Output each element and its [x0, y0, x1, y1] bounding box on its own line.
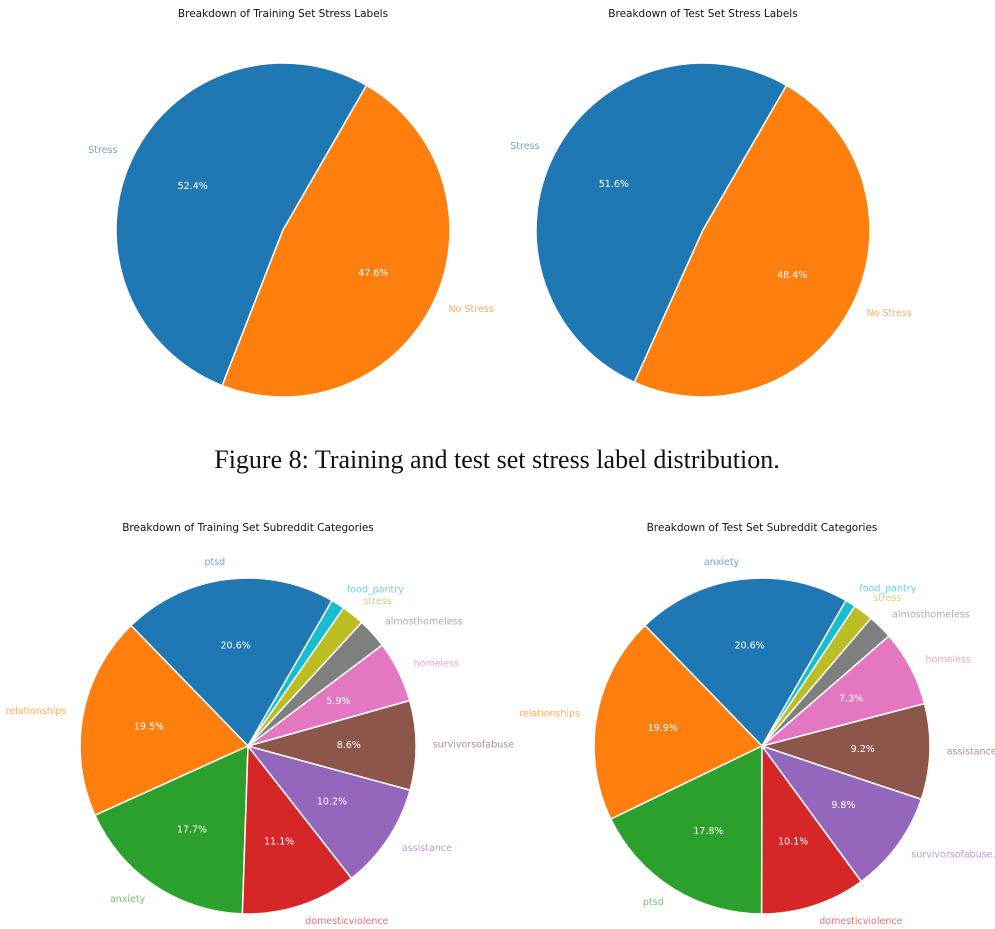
- slice-percent: 8.6%: [337, 740, 361, 751]
- pie-chart: Breakdown of Test Set Subreddit Categori…: [519, 522, 995, 927]
- pie-slice: [94, 745, 249, 915]
- slice-label: ptsd: [643, 897, 664, 908]
- slice-label: stress: [363, 596, 391, 607]
- chart-title: Breakdown of Test Set Stress Labels: [608, 8, 797, 20]
- figure-caption: Figure 8: Training and test set stress l…: [214, 445, 779, 474]
- pie-slice: [633, 84, 871, 398]
- slice-label: survivorsofabuse.: [911, 849, 995, 860]
- slice-label: assistance: [947, 747, 995, 758]
- slice-percent: 19.9%: [648, 723, 678, 734]
- slice-percent: 17.7%: [177, 824, 207, 835]
- slice-percent: 51.6%: [599, 179, 629, 190]
- slice-percent: 20.6%: [734, 640, 764, 651]
- slice-label: relationships: [6, 706, 67, 717]
- slice-percent: 5.9%: [326, 696, 350, 707]
- slice-percent: 11.1%: [264, 836, 294, 847]
- slice-label: No Stress: [449, 304, 494, 315]
- slice-percent: 7.3%: [839, 694, 863, 705]
- pie-chart: Breakdown of Training Set Subreddit Cate…: [6, 522, 515, 927]
- slice-percent: 9.8%: [831, 800, 855, 811]
- pie-slice: [761, 599, 856, 747]
- chart-title: Breakdown of Test Set Subreddit Categori…: [647, 522, 878, 534]
- slice-label: homeless: [414, 659, 459, 670]
- pie-slice: [247, 599, 345, 747]
- pie-slice: [760, 745, 863, 915]
- pie-slice: [247, 699, 417, 791]
- slice-percent: 10.1%: [778, 836, 808, 847]
- slice-percent: 19.5%: [134, 722, 164, 733]
- slice-percent: 47.6%: [358, 268, 388, 279]
- pie-slice: [761, 745, 923, 883]
- pie-chart: Breakdown of Test Set Stress Labels Stres…: [510, 8, 912, 398]
- slice-label: assistance: [402, 843, 452, 854]
- slice-percent: 52.4%: [178, 181, 208, 192]
- slice-percent: 48.4%: [777, 270, 807, 281]
- pie-slice: [644, 577, 847, 747]
- slice-label: domesticviolence: [305, 916, 388, 927]
- pie-slice: [130, 577, 333, 747]
- slice-label: Stress: [88, 145, 117, 156]
- chart-title: Breakdown of Training Set Subreddit Cate…: [122, 522, 374, 534]
- pie-slice: [241, 745, 353, 915]
- pie-slice: [221, 84, 451, 398]
- slice-label: survivorsofabuse: [433, 740, 514, 751]
- chart-title: Breakdown of Training Set Stress Labels: [178, 8, 388, 20]
- slice-label: food_pantry: [347, 584, 404, 595]
- slice-label: food_pantry: [859, 583, 916, 594]
- slice-label: anxiety: [110, 894, 146, 905]
- slice-label: domesticviolence: [819, 916, 902, 927]
- slice-label: ptsd: [204, 557, 225, 568]
- pie-slice: [79, 624, 249, 817]
- slice-percent: 10.2%: [317, 796, 347, 807]
- slice-label: relationships: [519, 708, 580, 719]
- pie-slice: [535, 62, 788, 384]
- pie-slice: [115, 62, 368, 387]
- slice-label: almosthomeless: [385, 616, 463, 627]
- pie-slice: [609, 745, 763, 915]
- slice-percent: 17.8%: [693, 826, 723, 837]
- slice-label: No Stress: [867, 308, 912, 319]
- slice-label: almosthomeless: [892, 609, 970, 620]
- pie-slice: [761, 702, 931, 801]
- slice-percent: 9.2%: [851, 744, 875, 755]
- slice-percent: 20.6%: [220, 640, 250, 651]
- slice-label: anxiety: [704, 557, 740, 568]
- slice-label: stress: [873, 593, 901, 604]
- slice-label: Stress: [510, 141, 539, 152]
- pie-slice: [247, 745, 411, 880]
- pie-chart: Breakdown of Training Set Stress Labels S…: [88, 8, 494, 398]
- slice-label: homeless: [926, 654, 971, 665]
- pie-slice: [593, 624, 763, 820]
